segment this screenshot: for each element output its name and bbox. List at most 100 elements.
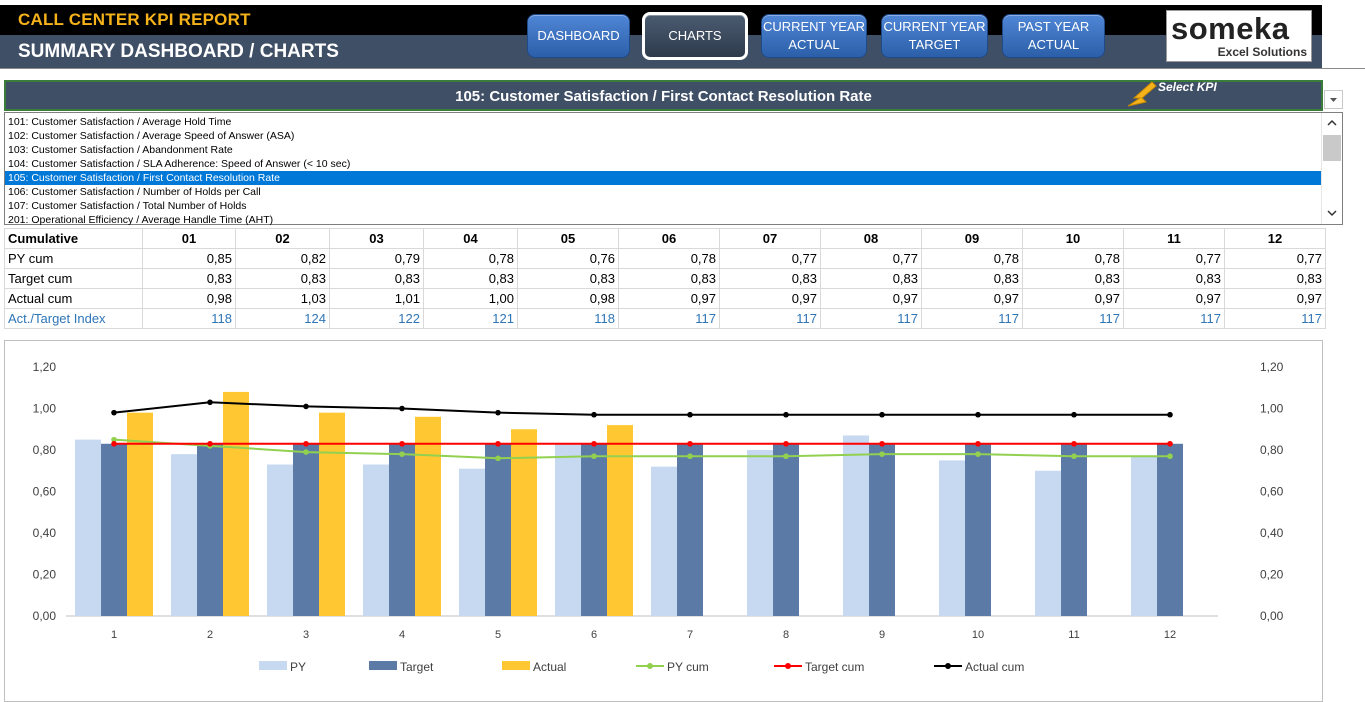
table-header-cell: 08 bbox=[820, 228, 922, 249]
table-cell: 0,76 bbox=[517, 248, 619, 269]
kpi-option[interactable]: 201: Operational Efficiency / Average Ha… bbox=[8, 214, 274, 226]
point-target-cum bbox=[783, 440, 789, 447]
bar-py bbox=[651, 466, 677, 616]
point-target-cum bbox=[399, 440, 405, 447]
bar-target bbox=[1157, 443, 1183, 616]
point-py-cum bbox=[111, 436, 117, 443]
kpi-option-selected[interactable]: 105: Customer Satisfaction / First Conta… bbox=[5, 171, 1322, 185]
kpi-combo-chart: 0,00 0,00 0,20 0,20 0,40 0,40 0,60 0,60 0,80 0,80… bbox=[33, 360, 1284, 674]
point-target-cum bbox=[1167, 440, 1173, 447]
kpi-option[interactable]: 104: Customer Satisfaction / SLA Adheren… bbox=[8, 158, 351, 170]
x-tick-label: 8 bbox=[783, 629, 789, 641]
select-kpi-hint: Select KPI bbox=[1158, 80, 1217, 94]
legend-swatch bbox=[502, 661, 530, 670]
bar-actual bbox=[223, 391, 249, 616]
nav-current-year-target-button[interactable]: CURRENT YEAR TARGET bbox=[881, 14, 988, 58]
table-cell: 0,83 bbox=[517, 268, 619, 289]
table-cell: 1,00 bbox=[423, 288, 518, 309]
table-cell: 0,98 bbox=[517, 288, 619, 309]
kpi-listbox[interactable]: 101: Customer Satisfaction / Average Hol… bbox=[4, 112, 1343, 226]
kpi-option[interactable]: 106: Customer Satisfaction / Number of H… bbox=[8, 186, 261, 198]
bar-py bbox=[267, 464, 293, 616]
table-cell: 0,83 bbox=[719, 268, 821, 289]
point-py-cum bbox=[591, 453, 597, 460]
kpi-option[interactable]: 101: Customer Satisfaction / Average Hol… bbox=[8, 116, 232, 128]
listbox-scrollbar[interactable] bbox=[1321, 113, 1342, 224]
table-header-cell: 10 bbox=[1022, 228, 1124, 249]
bar-target bbox=[773, 443, 799, 616]
line-py-cum bbox=[113, 438, 1170, 460]
bar-target bbox=[197, 443, 223, 616]
bar-actual bbox=[415, 416, 441, 616]
bar-target bbox=[677, 443, 703, 616]
app-header: CALL CENTER KPI REPORT SUMMARY DASHBOARD… bbox=[0, 0, 1365, 69]
point-target-cum bbox=[1071, 440, 1077, 447]
report-title: CALL CENTER KPI REPORT bbox=[18, 10, 251, 29]
point-actual-cum bbox=[1167, 411, 1173, 418]
table-cell: 121 bbox=[423, 308, 518, 329]
table-header-cell: 09 bbox=[921, 228, 1023, 249]
nav-charts-button[interactable]: CHARTS bbox=[642, 12, 748, 60]
kpi-option[interactable]: 103: Customer Satisfaction / Abandonment… bbox=[8, 144, 233, 156]
legend-swatch bbox=[259, 661, 287, 670]
point-actual-cum bbox=[975, 411, 981, 418]
table-header-cell: 11 bbox=[1123, 228, 1225, 249]
point-py-cum bbox=[303, 449, 309, 455]
scroll-down-icon[interactable] bbox=[1325, 207, 1339, 219]
scroll-up-icon[interactable] bbox=[1325, 117, 1339, 129]
bar-py bbox=[555, 443, 581, 616]
kpi-option[interactable]: 102: Customer Satisfaction / Average Spe… bbox=[8, 130, 295, 142]
table-cell: 0,85 bbox=[142, 248, 236, 269]
cumulative-table: Cumulative 01 02 03 04 05 06 07 08 09 10… bbox=[4, 228, 1326, 329]
table-cell: 0,77 bbox=[1224, 248, 1326, 269]
kpi-option[interactable]: 107: Customer Satisfaction / Total Numbe… bbox=[8, 200, 247, 212]
y-tick-label-right: 1,20 bbox=[1260, 360, 1284, 374]
point-actual-cum bbox=[207, 399, 213, 406]
table-cell: 0,83 bbox=[142, 268, 236, 289]
point-py-cum bbox=[495, 455, 501, 462]
table-header-cell: 12 bbox=[1224, 228, 1326, 249]
table-row: PY cum 0,85 0,82 0,79 0,78 0,76 0,78 0,7… bbox=[4, 248, 1326, 269]
page-title: SUMMARY DASHBOARD / CHARTS bbox=[18, 41, 339, 62]
table-cell: 122 bbox=[329, 308, 424, 329]
point-target-cum bbox=[687, 440, 693, 447]
table-cell: 117 bbox=[1123, 308, 1225, 329]
point-target-cum bbox=[591, 440, 597, 447]
table-row: Actual cum 0,98 1,03 1,01 1,00 0,98 0,97… bbox=[4, 288, 1326, 309]
legend-swatch-marker bbox=[647, 663, 653, 669]
point-actual-cum bbox=[399, 405, 405, 412]
x-tick-label: 1 bbox=[111, 629, 117, 641]
point-py-cum bbox=[687, 453, 693, 460]
bar-py bbox=[459, 468, 485, 616]
table-cell: 0,83 bbox=[618, 268, 720, 289]
table-cell: 0,83 bbox=[820, 268, 922, 289]
table-cell: 118 bbox=[142, 308, 236, 329]
bar-py bbox=[1035, 470, 1061, 616]
point-py-cum bbox=[975, 451, 981, 457]
point-actual-cum bbox=[111, 409, 117, 416]
point-target-cum bbox=[111, 440, 117, 447]
y-tick-label-right: 0,80 bbox=[1260, 443, 1284, 457]
dropdown-button[interactable] bbox=[1324, 90, 1343, 109]
bar-target bbox=[965, 443, 991, 616]
bar-actual bbox=[607, 425, 633, 616]
nav-past-year-actual-button[interactable]: PAST YEAR ACTUAL bbox=[1002, 14, 1105, 58]
row-label: Target cum bbox=[4, 268, 143, 289]
x-tick-label: 11 bbox=[1068, 629, 1079, 641]
table-header-cell: Cumulative bbox=[4, 228, 143, 249]
table-cell: 1,01 bbox=[329, 288, 424, 309]
logo-subtext: Excel Solutions bbox=[1217, 45, 1307, 59]
nav-dashboard-button[interactable]: DASHBOARD bbox=[527, 14, 630, 58]
table-cell: 0,97 bbox=[618, 288, 720, 309]
table-cell: 0,77 bbox=[719, 248, 821, 269]
nav-current-year-actual-button[interactable]: CURRENT YEAR ACTUAL bbox=[761, 14, 867, 58]
scroll-thumb[interactable] bbox=[1323, 135, 1341, 161]
table-cell: 117 bbox=[719, 308, 821, 329]
table-header-cell: 01 bbox=[142, 228, 236, 249]
table-cell: 0,98 bbox=[142, 288, 236, 309]
legend-label: Target bbox=[400, 660, 434, 674]
kpi-selected-bar[interactable]: 105: Customer Satisfaction / First Conta… bbox=[4, 80, 1323, 111]
table-cell: 0,78 bbox=[1022, 248, 1124, 269]
table-header-cell: 05 bbox=[517, 228, 619, 249]
bar-py bbox=[1131, 456, 1157, 616]
